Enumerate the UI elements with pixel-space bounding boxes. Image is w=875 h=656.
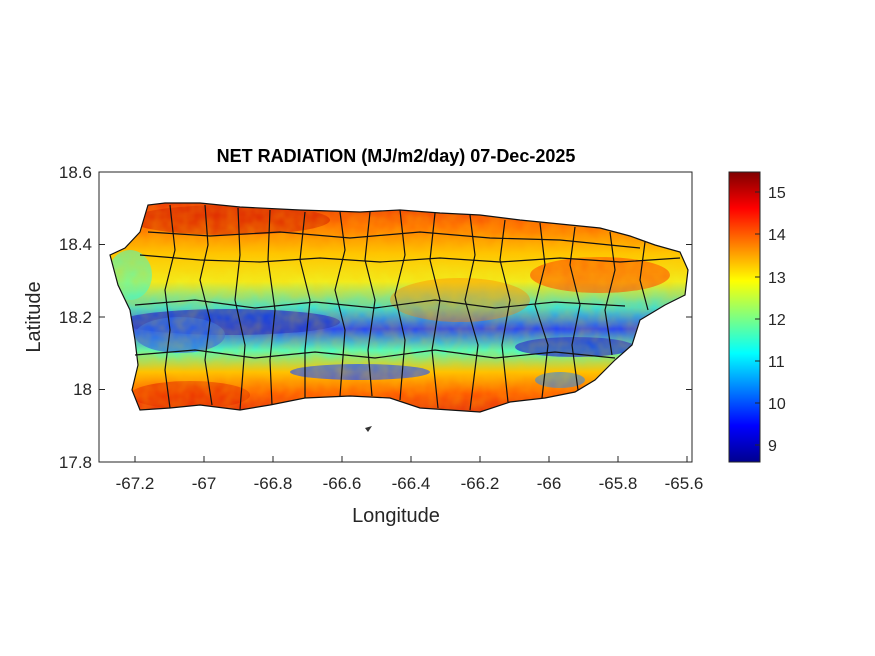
x-tick-label: -67 (192, 474, 217, 493)
colorbar-tick-label: 11 (768, 354, 785, 371)
x-tick-label: -66.8 (254, 474, 293, 493)
colorbar-tick-label: 14 (768, 227, 786, 244)
y-tick-label: 17.8 (59, 453, 92, 472)
colorbar-tick-label: 9 (768, 438, 777, 455)
y-tick-label: 18 (73, 380, 92, 399)
y-tick-label: 18.2 (59, 308, 92, 327)
y-tick-label: 18.4 (59, 235, 92, 254)
x-tick-label: -66.6 (323, 474, 362, 493)
x-tick-label: -66.4 (392, 474, 431, 493)
colorbar-tick-label: 13 (768, 270, 786, 287)
x-axis-label: Longitude (352, 505, 440, 527)
colorbar-tick-label: 10 (768, 396, 786, 413)
chart-title: NET RADIATION (MJ/m2/day) 07-Dec-2025 (217, 146, 576, 166)
x-tick-label: -66 (537, 474, 562, 493)
y-axis (99, 171, 692, 463)
colorbar (728, 171, 761, 463)
y-tick-label: 18.6 (59, 163, 92, 182)
x-tick-label: -65.8 (599, 474, 638, 493)
x-tick-label: -65.6 (665, 474, 704, 493)
islet-caja-de-muertos (365, 426, 372, 432)
y-axis-label: Latitude (23, 281, 45, 352)
municipal-borders (109, 202, 689, 413)
x-tick-label: -66.2 (461, 474, 500, 493)
colorbar-tick-label: 15 (768, 185, 786, 202)
colorbar-tick-label: 12 (768, 312, 786, 329)
x-tick-label: -67.2 (116, 474, 155, 493)
colorbar-ticks (755, 191, 760, 446)
x-axis (134, 456, 688, 462)
